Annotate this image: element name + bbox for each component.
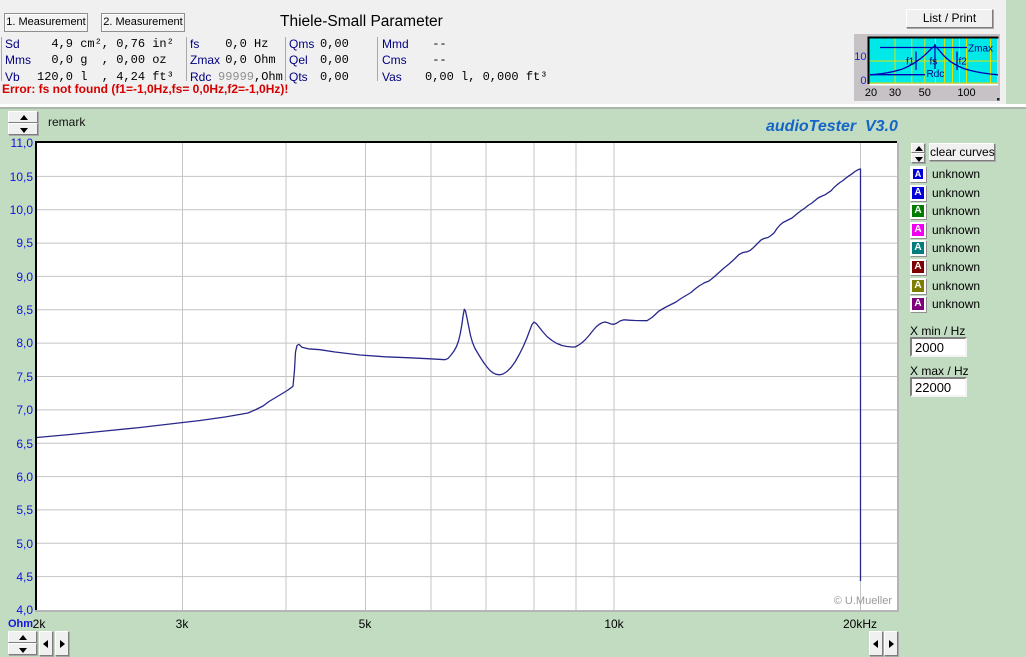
svg-text:f1: f1 bbox=[906, 57, 915, 68]
svg-text:Rdc: Rdc bbox=[927, 69, 945, 80]
svg-text:© U.Mueller: © U.Mueller bbox=[834, 595, 893, 607]
svg-text:f2: f2 bbox=[959, 57, 968, 68]
svg-text:Zmax: Zmax bbox=[968, 44, 993, 55]
svg-text:fs: fs bbox=[930, 57, 938, 68]
svg-text:0: 0 bbox=[860, 75, 866, 87]
svg-text:10: 10 bbox=[854, 51, 866, 63]
svg-text:30: 30 bbox=[889, 87, 901, 99]
svg-text:100: 100 bbox=[957, 87, 975, 99]
svg-text:50: 50 bbox=[919, 87, 931, 99]
svg-text:20: 20 bbox=[865, 87, 877, 99]
